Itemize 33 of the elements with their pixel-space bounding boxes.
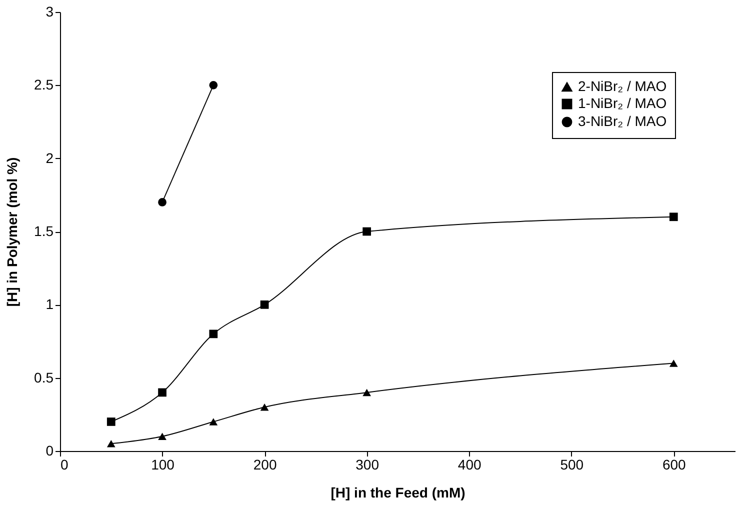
point (209, 330, 218, 338)
x-tick-label: 200 (253, 456, 277, 472)
point (669, 212, 678, 222)
x-axis-title: [H] in the Feed (mM) (330, 484, 466, 500)
point (362, 388, 371, 396)
y-tick-label: 1.5 (34, 223, 54, 239)
x-tick-label: 300 (356, 456, 380, 472)
point (260, 300, 269, 309)
point (158, 432, 166, 440)
legend-label: 2-NiBr₂ / MAO (578, 78, 667, 94)
legend-label: 3-NiBr₂ / MAO (578, 113, 667, 129)
x-tick-label: 100 (151, 456, 175, 472)
y-axis-title: [H] in Polymer (mol %) (4, 157, 20, 307)
x-tick-label: 0 (60, 456, 68, 472)
x-tick-label: 600 (662, 456, 686, 472)
point (362, 227, 371, 236)
y-tick-label: 1 (46, 296, 54, 312)
y-tick-label: 3 (46, 4, 54, 20)
point (158, 388, 166, 397)
y-tick-label: 0.5 (34, 369, 54, 386)
x-tick-label: 400 (458, 456, 482, 472)
point (669, 360, 678, 367)
y-tick-label: 0 (46, 442, 54, 458)
point (106, 418, 116, 426)
legend-label: 1-NiBr₂ / MAO (578, 95, 667, 111)
point (209, 80, 218, 90)
x-tick-label: 500 (560, 456, 584, 472)
point (106, 440, 116, 448)
y-tick-label: 2.5 (34, 76, 54, 93)
y-tick-label: 2 (46, 150, 54, 166)
point (209, 418, 218, 426)
point (158, 198, 166, 206)
point (260, 403, 269, 411)
